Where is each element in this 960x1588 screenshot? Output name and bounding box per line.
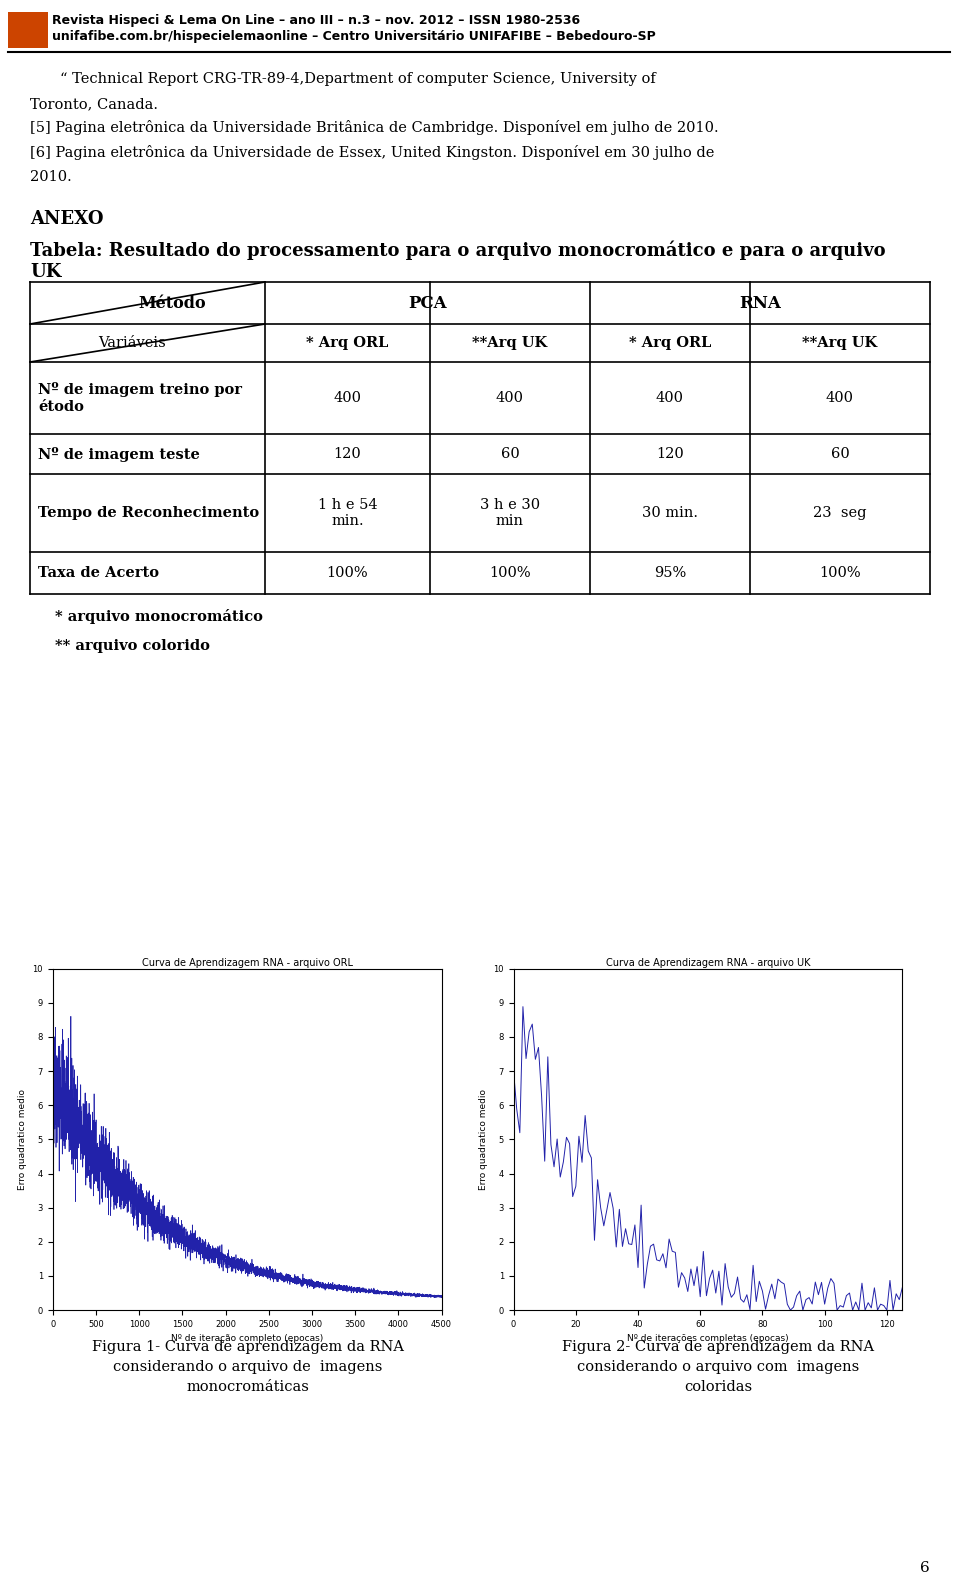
Text: 2010.: 2010. (30, 170, 72, 184)
Text: monocromáticas: monocromáticas (186, 1380, 309, 1394)
Text: [6] Pagina eletrônica da Universidade de Essex, United Kingston. Disponível em 3: [6] Pagina eletrônica da Universidade de… (30, 145, 714, 160)
Title: Curva de Aprendizagem RNA - arquivo ORL: Curva de Aprendizagem RNA - arquivo ORL (142, 958, 352, 969)
Text: * arquivo monocromático: * arquivo monocromático (55, 610, 263, 624)
Text: 30 min.: 30 min. (642, 507, 698, 519)
Y-axis label: Erro quadratico medio: Erro quadratico medio (18, 1089, 27, 1189)
Text: 60: 60 (500, 446, 519, 461)
Text: Figura 1- Curva de aprendizagem da RNA: Figura 1- Curva de aprendizagem da RNA (92, 1340, 404, 1355)
Text: unifafibe.com.br/hispecielemaonline – Centro Universitário UNIFAFIBE – Bebedouro: unifafibe.com.br/hispecielemaonline – Ce… (52, 30, 656, 43)
Text: 120: 120 (656, 446, 684, 461)
Title: Curva de Aprendizagem RNA - arquivo UK: Curva de Aprendizagem RNA - arquivo UK (606, 958, 810, 969)
Text: 23  seg: 23 seg (813, 507, 867, 519)
Text: ** arquivo colorido: ** arquivo colorido (55, 638, 210, 653)
Text: PCA: PCA (408, 294, 446, 311)
Text: UK: UK (30, 264, 61, 281)
Y-axis label: Erro quadratico medio: Erro quadratico medio (479, 1089, 488, 1189)
Text: 120: 120 (334, 446, 361, 461)
Text: Tabela: Resultado do processamento para o arquivo monocromático e para o arquivo: Tabela: Resultado do processamento para … (30, 240, 886, 259)
Text: 400: 400 (656, 391, 684, 405)
Text: 400: 400 (496, 391, 524, 405)
Text: Método: Método (138, 294, 206, 311)
Text: Revista Hispeci & Lema On Line – ano III – n.3 – nov. 2012 – ISSN 1980-2536: Revista Hispeci & Lema On Line – ano III… (52, 14, 580, 27)
Text: “ Technical Report CRG-TR-89-4,Department of computer Science, University of: “ Technical Report CRG-TR-89-4,Departmen… (60, 71, 656, 86)
Text: Figura 2- Curva de aprendizagem da RNA: Figura 2- Curva de aprendizagem da RNA (562, 1340, 874, 1355)
Text: Nº de imagem teste: Nº de imagem teste (38, 446, 200, 462)
Text: 400: 400 (333, 391, 362, 405)
Text: **Arq UK: **Arq UK (803, 337, 877, 349)
Text: 3 h e 30
min: 3 h e 30 min (480, 499, 540, 529)
Text: considerando o arquivo com  imagens: considerando o arquivo com imagens (577, 1359, 859, 1374)
X-axis label: Nº de iterações completas (epocas): Nº de iterações completas (epocas) (627, 1334, 789, 1343)
Text: 6: 6 (921, 1561, 930, 1575)
Text: Nº de imagem treino por
étodo: Nº de imagem treino por étodo (38, 383, 242, 413)
Text: **Arq UK: **Arq UK (472, 337, 547, 349)
Text: Tempo de Reconhecimento: Tempo de Reconhecimento (38, 507, 259, 519)
Text: 100%: 100% (819, 565, 861, 580)
Text: RNA: RNA (739, 294, 780, 311)
Text: * Arq ORL: * Arq ORL (629, 337, 711, 349)
Text: Toronto, Canada.: Toronto, Canada. (30, 97, 158, 111)
Text: considerando o arquivo de  imagens: considerando o arquivo de imagens (113, 1359, 383, 1374)
Text: ANEXO: ANEXO (30, 210, 104, 229)
Text: 1 h e 54
min.: 1 h e 54 min. (318, 499, 377, 529)
Text: Variáveis: Variáveis (99, 337, 166, 349)
Text: 100%: 100% (326, 565, 369, 580)
X-axis label: Nº de iteração completo (epocas): Nº de iteração completo (epocas) (171, 1334, 324, 1343)
Text: 95%: 95% (654, 565, 686, 580)
Bar (8, 13, 48, 48)
Text: 60: 60 (830, 446, 850, 461)
Text: [5] Pagina eletrônica da Universidade Britânica de Cambridge. Disponível em julh: [5] Pagina eletrônica da Universidade Br… (30, 121, 719, 135)
Text: Taxa de Acerto: Taxa de Acerto (38, 565, 159, 580)
Text: 100%: 100% (490, 565, 531, 580)
Text: * Arq ORL: * Arq ORL (306, 337, 389, 349)
Text: coloridas: coloridas (684, 1380, 752, 1394)
Text: 400: 400 (826, 391, 854, 405)
